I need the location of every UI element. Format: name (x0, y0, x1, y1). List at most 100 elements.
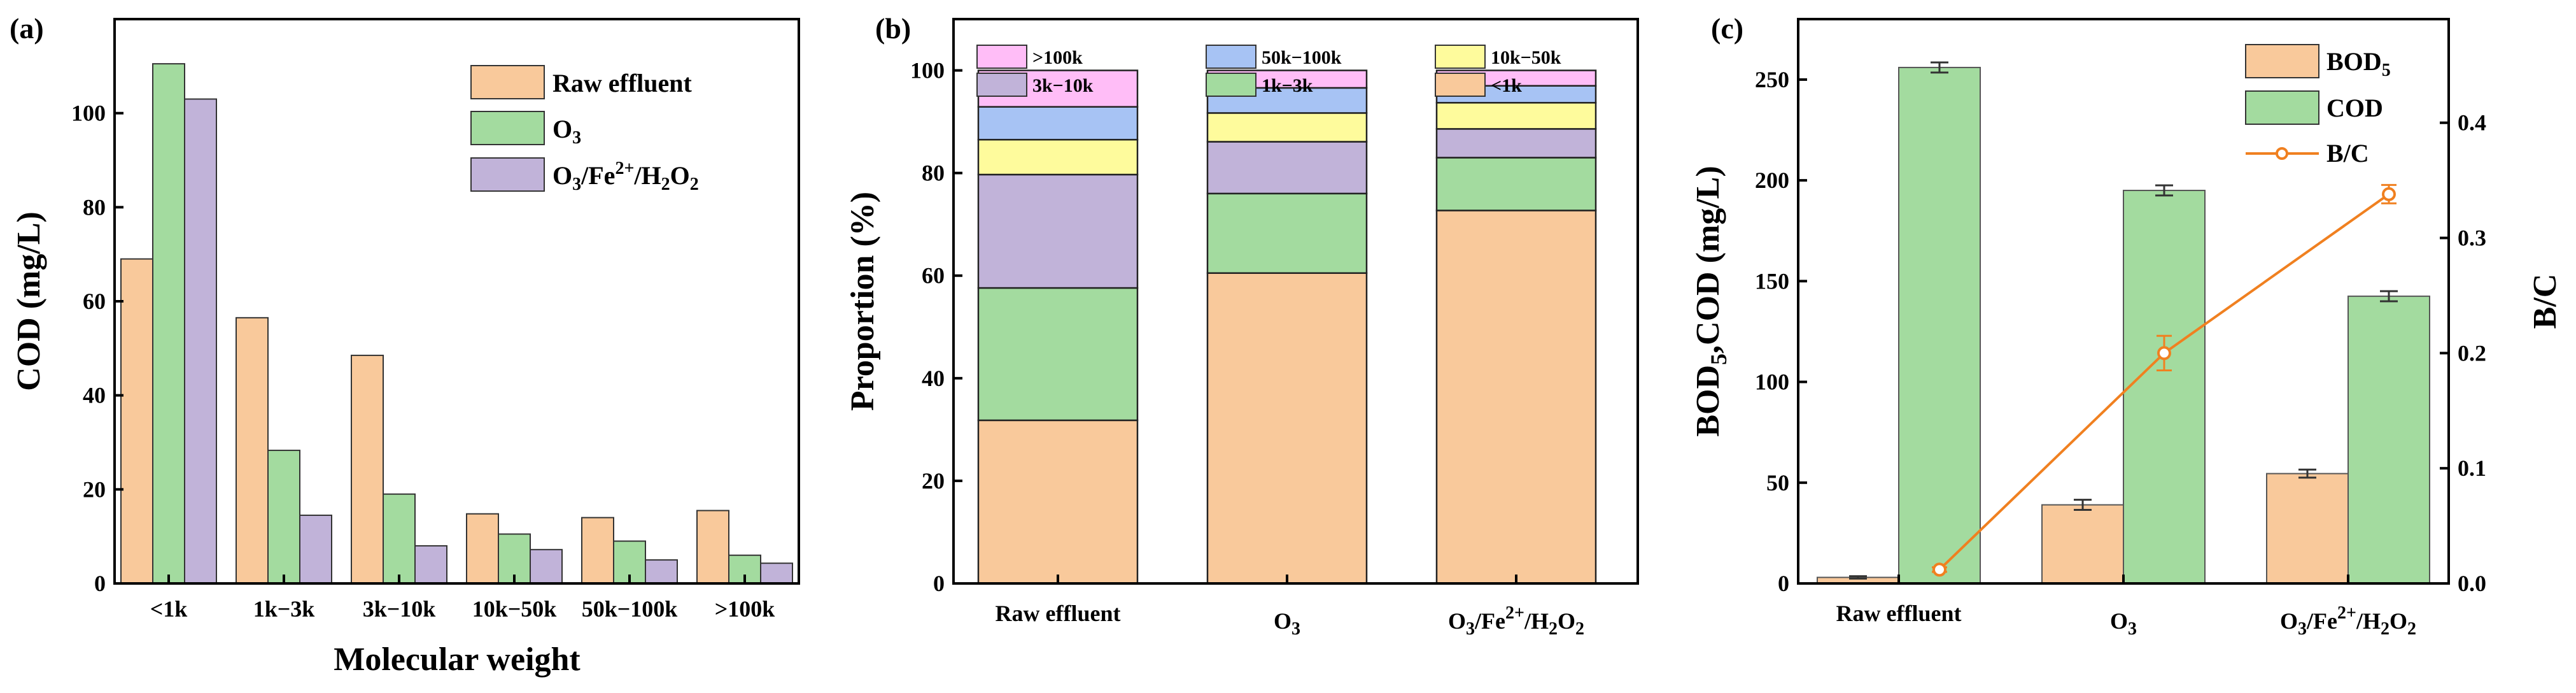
bar-a-o3-fe2-h2o2-1 (184, 98, 217, 584)
x-tick-label-a-4: 10k−50k (472, 596, 557, 622)
legend-label-bc: B/C (2326, 139, 2369, 168)
bar-b-1k-3k-3 (1435, 157, 1597, 211)
legend-swatch-raw (470, 65, 545, 99)
panel-a: (a) 0 20 40 60 80 100 <1k 1k−3k 3k−10k 10k−50k 50… (10, 12, 800, 678)
y-tick-label-c-right-0.3: 0.3 (2458, 225, 2486, 251)
bar-a-raw-effluent-3 (351, 354, 384, 584)
panel-b: (b) 0 20 40 60 80 100 Proportion (%) Raw effl… (845, 12, 1639, 639)
panel-a-bars (120, 63, 793, 585)
legend-swatch-bod5 (2245, 44, 2319, 78)
bar-b-10k-50k-1 (977, 139, 1139, 176)
legend-label-o3: O3 (553, 115, 581, 148)
panel-b-label: (b) (875, 12, 911, 45)
bar-a-o3-fe2-h2o2-5 (645, 559, 678, 584)
panel-c-x-label-raw: Raw effluent (1836, 601, 1962, 626)
y-tick-label-c-left-100: 100 (1755, 369, 1789, 395)
bar-a-raw-effluent-6 (696, 510, 729, 585)
y-tick-label-c-left-250: 250 (1755, 67, 1789, 92)
panel-c-legend: BOD5 COD B/C (2245, 44, 2391, 168)
bar-a-o3-fe2-h2o2-4 (530, 548, 563, 585)
panel-c: (c) 0 50 100 150 200 250 0.0 0.1 0.2 0.3 0.4 BOD5… (1690, 12, 2563, 639)
panel-c-x-label-o3: O3 (2110, 608, 2137, 639)
x-tick-label-a-2: 1k−3k (253, 596, 315, 622)
panel-b-x-label-fenton: O3/Fe2+/H2O2 (1448, 603, 1584, 639)
bar-a-raw-effluent-5 (581, 517, 614, 585)
bar-c-bod5-3 (2266, 473, 2349, 585)
legend-label-lt1k: <1k (1491, 75, 1522, 96)
panel-b-legend: >100k 3k−10k 50k−100k 1k−3k 10k−50k <1k (976, 45, 1561, 97)
bc-point-1 (1932, 562, 1946, 577)
y-tick-label-c-left-150: 150 (1755, 268, 1789, 294)
y-tick-label-c-right-0.0: 0.0 (2458, 571, 2486, 596)
panel-a-label: (a) (10, 12, 44, 45)
panel-c-bars (1817, 61, 2430, 585)
legend-label-3k-10k: 3k−10k (1032, 75, 1094, 96)
panel-c-x-label-fenton: O3/Fe2+/H2O2 (2280, 603, 2416, 639)
y-tick-label-b-20: 20 (922, 468, 945, 494)
panel-c-y-ticks-right: 0.0 0.1 0.2 0.3 0.4 (2440, 110, 2486, 596)
bar-a-o3-1 (152, 63, 185, 585)
legend-label-raw: Raw effluent (553, 69, 693, 97)
legend-swatch-fenton (470, 157, 545, 192)
legend-label-cod: COD (2326, 94, 2383, 122)
panel-b-y-ticks: 0 20 40 60 80 100 (910, 58, 1517, 596)
y-tick-label-c-right-0.4: 0.4 (2458, 110, 2486, 136)
panel-c-y-ticks-left: 0 50 100 150 200 250 (1755, 67, 2349, 596)
bar-a-o3-2 (267, 450, 300, 585)
panel-c-bc-line (1932, 183, 2397, 577)
panel-b-x-label-raw: Raw effluent (996, 601, 1121, 626)
bar-b-1k-3 (1435, 210, 1597, 585)
y-tick-label-b-60: 60 (922, 263, 945, 289)
y-tick-label-c-left-200: 200 (1755, 168, 1789, 193)
panel-b-x-label-o3: O3 (1274, 608, 1300, 639)
panel-b-y-axis-title: Proportion (%) (845, 192, 881, 411)
y-tick-label-c-left-50: 50 (1766, 470, 1789, 496)
bar-b-1k-3k-2 (1206, 192, 1368, 274)
legend-label-fenton: O3/Fe2+/H2O2 (553, 159, 699, 194)
bar-b-10k-50k-3 (1435, 102, 1597, 130)
y-tick-label-a-80: 80 (83, 194, 106, 220)
bar-b-3k-10k-3 (1435, 128, 1597, 159)
legend-label-50k-100k: 50k−100k (1262, 47, 1342, 68)
legend-swatch-cod (2245, 90, 2319, 125)
legend-swatch-50k-100k (1206, 45, 1256, 69)
panel-a-x-axis-title: Molecular weight (334, 641, 581, 678)
legend-swatch-3k-10k (976, 73, 1027, 97)
panel-a-legend: Raw effluent O3 O3/Fe2+/H2O2 (470, 65, 699, 194)
legend-swatch-o3 (470, 111, 545, 145)
y-tick-label-a-0: 0 (94, 571, 106, 596)
y-tick-label-b-100: 100 (910, 58, 945, 83)
legend-swatch-1k-3k (1206, 73, 1256, 97)
panel-a-frame (113, 18, 800, 585)
bar-b-50k-100k-1 (977, 106, 1139, 141)
legend-label-10k-50k: 10k−50k (1491, 47, 1561, 68)
bar-c-cod-1 (1898, 66, 1981, 584)
panel-a-y-axis-title: COD (mg/L) (11, 211, 47, 391)
y-tick-label-a-40: 40 (83, 383, 106, 408)
panel-c-x-labels: Raw effluent O3 O3/Fe2+/H2O2 (1836, 601, 2416, 639)
panel-a-y-ticks: 0 20 40 60 80 100 (71, 101, 123, 596)
y-tick-label-b-0: 0 (933, 571, 945, 596)
y-tick-label-c-right-0.2: 0.2 (2458, 340, 2486, 366)
x-tick-label-a-3: 3k−10k (363, 596, 436, 622)
bar-c-cod-2 (2123, 189, 2206, 584)
legend-swatch-gt100k (976, 45, 1027, 69)
bar-b-1k-3k-1 (977, 287, 1139, 422)
y-tick-label-c-left-0: 0 (1778, 571, 1789, 596)
bc-point-2 (2157, 346, 2171, 361)
panel-c-y-axis-title-right: B/C (2527, 274, 2563, 329)
legend-swatch-lt1k (1435, 73, 1486, 97)
bar-b-3k-10k-1 (977, 173, 1139, 289)
y-tick-label-a-60: 60 (83, 289, 106, 314)
panel-b-bars (977, 69, 1597, 585)
bar-a-raw-effluent-2 (236, 317, 269, 584)
legend-label-gt100k: >100k (1032, 47, 1083, 68)
bc-point-3 (2382, 187, 2396, 201)
bar-a-o3-fe2-h2o2-6 (760, 562, 793, 584)
bar-c-bod5-2 (2041, 504, 2124, 584)
x-tick-label-a-6: >100k (715, 596, 775, 622)
y-tick-label-b-40: 40 (922, 366, 945, 391)
y-tick-label-c-right-0.1: 0.1 (2458, 455, 2486, 481)
legend-label-bod5: BOD5 (2326, 47, 2391, 80)
